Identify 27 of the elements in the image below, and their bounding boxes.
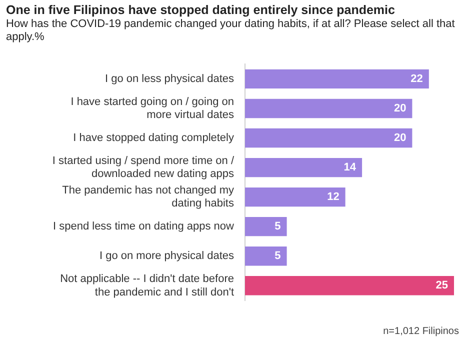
y-tick-label: I started using / spend more time on / downloaded new dating apps: [52, 154, 235, 180]
bar: [245, 69, 429, 89]
data-label: 5: [274, 220, 281, 233]
bar: [245, 246, 287, 266]
y-tick-label: I have started going on / going on more virtual dates: [70, 96, 234, 122]
data-label: 20: [394, 102, 406, 115]
bar: [245, 98, 412, 118]
bar: [245, 128, 412, 148]
y-tick-label: I go on less physical dates: [104, 72, 234, 85]
bar: [245, 276, 454, 296]
data-label: 20: [394, 132, 406, 144]
chart-title: One in five Filipinos have stopped dating entirely since pandemic: [5, 2, 396, 17]
data-label: 5: [274, 250, 281, 262]
y-tick-label: Not applicable -- I didn't date before the pandemic and I still don't: [60, 273, 234, 298]
y-tick-label: I go on more physical dates: [99, 250, 234, 262]
y-tick-label: The pandemic has not changed my dating habits: [62, 184, 234, 210]
data-label: 14: [344, 162, 357, 174]
bar: [245, 216, 287, 236]
bar: [245, 158, 362, 178]
bar: [245, 187, 346, 207]
data-label: 25: [436, 280, 448, 292]
y-tick-label: I have stopped dating completely: [73, 132, 234, 144]
data-label: 12: [327, 191, 340, 204]
text: n=1,012 Filipinos: [383, 326, 459, 337]
y-tick-label: I spend less time on dating apps now: [52, 220, 234, 233]
data-label: 22: [410, 72, 423, 85]
chart-subtitle: How has the COVID-19 pandemic changed your dating habits, if at all? Please select all that apply.%: [5, 17, 456, 44]
